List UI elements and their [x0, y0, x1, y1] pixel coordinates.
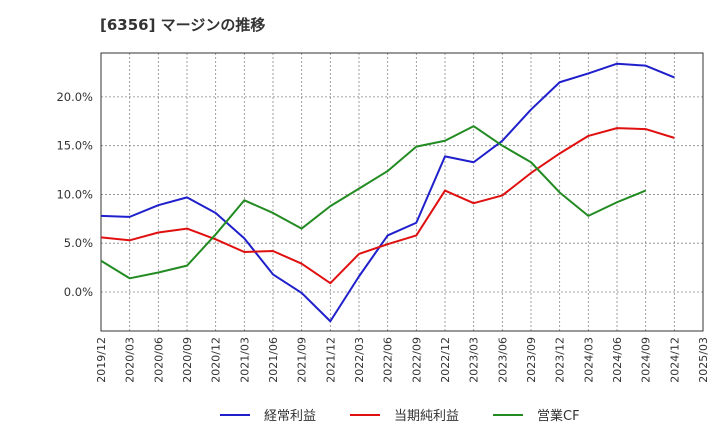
x-tick-label: 2021/06: [267, 337, 280, 383]
chart-title: [6356] マージンの推移: [100, 16, 266, 34]
x-tick-label: 2020/06: [152, 337, 165, 383]
x-tick-label: 2024/03: [582, 337, 595, 383]
legend-label: 経常利益: [264, 409, 316, 424]
series-lines: [100, 62, 675, 323]
series-line-3: [100, 125, 647, 280]
x-tick-label: 2022/09: [410, 337, 423, 383]
x-tick-label: 2025/03: [697, 337, 710, 383]
legend: 経常利益 当期純利益 営業CF: [220, 408, 580, 424]
x-tick-label: 2020/12: [210, 337, 223, 383]
x-tick-label: 2023/06: [496, 337, 509, 383]
x-tick-label: 2021/03: [238, 337, 251, 383]
plot-area-frame: [100, 52, 704, 332]
legend-item: 当期純利益: [350, 409, 459, 424]
x-tick-label: 2020/09: [181, 337, 194, 383]
x-tick-label: 2024/09: [640, 337, 653, 383]
y-axis-ticks: 0.0% 5.0% 10.0% 15.0% 20.0%: [56, 90, 93, 299]
x-tick-label: 2024/06: [611, 337, 624, 383]
y-tick-label: 10.0%: [56, 187, 93, 201]
legend-item: 営業CF: [493, 408, 580, 424]
x-axis-ticks: 2019/12 2020/03 2020/06 2020/09 2020/12 2021/…: [95, 337, 710, 383]
y-tick-label: 0.0%: [64, 285, 93, 299]
x-tick-label: 2024/12: [668, 337, 681, 383]
series-line-2: [100, 127, 675, 285]
y-tick-label: 15.0%: [56, 139, 93, 153]
y-tick-label: 5.0%: [64, 236, 93, 250]
y-tick-label: 20.0%: [56, 90, 93, 104]
x-tick-label: 2022/03: [353, 337, 366, 383]
legend-label: 営業CF: [537, 408, 580, 424]
x-tick-label: 2020/03: [124, 337, 137, 383]
grid-lines: [100, 53, 704, 331]
x-tick-label: 2021/12: [324, 337, 337, 383]
x-tick-label: 2023/09: [525, 337, 538, 383]
series-line-1: [100, 62, 675, 323]
x-tick-label: 2019/12: [95, 337, 108, 383]
legend-label: 当期純利益: [394, 409, 459, 424]
x-tick-label: 2023/03: [468, 337, 481, 383]
x-tick-label: 2022/06: [382, 337, 395, 383]
x-tick-label: 2021/09: [296, 337, 309, 383]
x-tick-label: 2022/12: [439, 337, 452, 383]
legend-item: 経常利益: [220, 409, 316, 424]
x-tick-label: 2023/12: [554, 337, 567, 383]
